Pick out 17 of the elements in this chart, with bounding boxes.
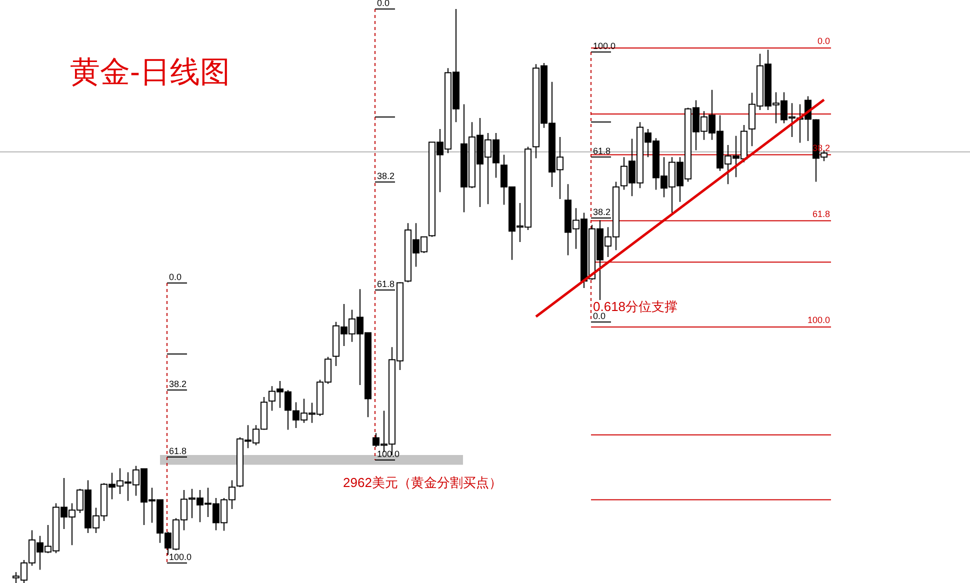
annotation: 61.8 xyxy=(169,446,187,456)
annotation: 61.8 xyxy=(812,208,830,219)
text: 黄金-日线图 xyxy=(70,56,230,89)
annotation: 2962美元（黄金分割买点） xyxy=(343,475,502,490)
annotation: 0.0 xyxy=(817,36,830,46)
annotation: 38.2 xyxy=(377,171,395,181)
annotation: 100.0 xyxy=(377,449,400,459)
annotation: 100.0 xyxy=(807,314,830,325)
text: 0.0 xyxy=(377,0,390,8)
annotation: 0.0 xyxy=(593,311,606,321)
annotation: 38.2 xyxy=(169,379,187,389)
annotation: 0.0 xyxy=(169,272,182,282)
annotation: 61.8 xyxy=(593,146,611,156)
annotation: 61.8 xyxy=(377,279,395,289)
annotation: 100.0 xyxy=(169,552,192,562)
annotation: 38.2 xyxy=(593,207,611,217)
annotation: 0.618分位支撑 xyxy=(593,299,678,314)
